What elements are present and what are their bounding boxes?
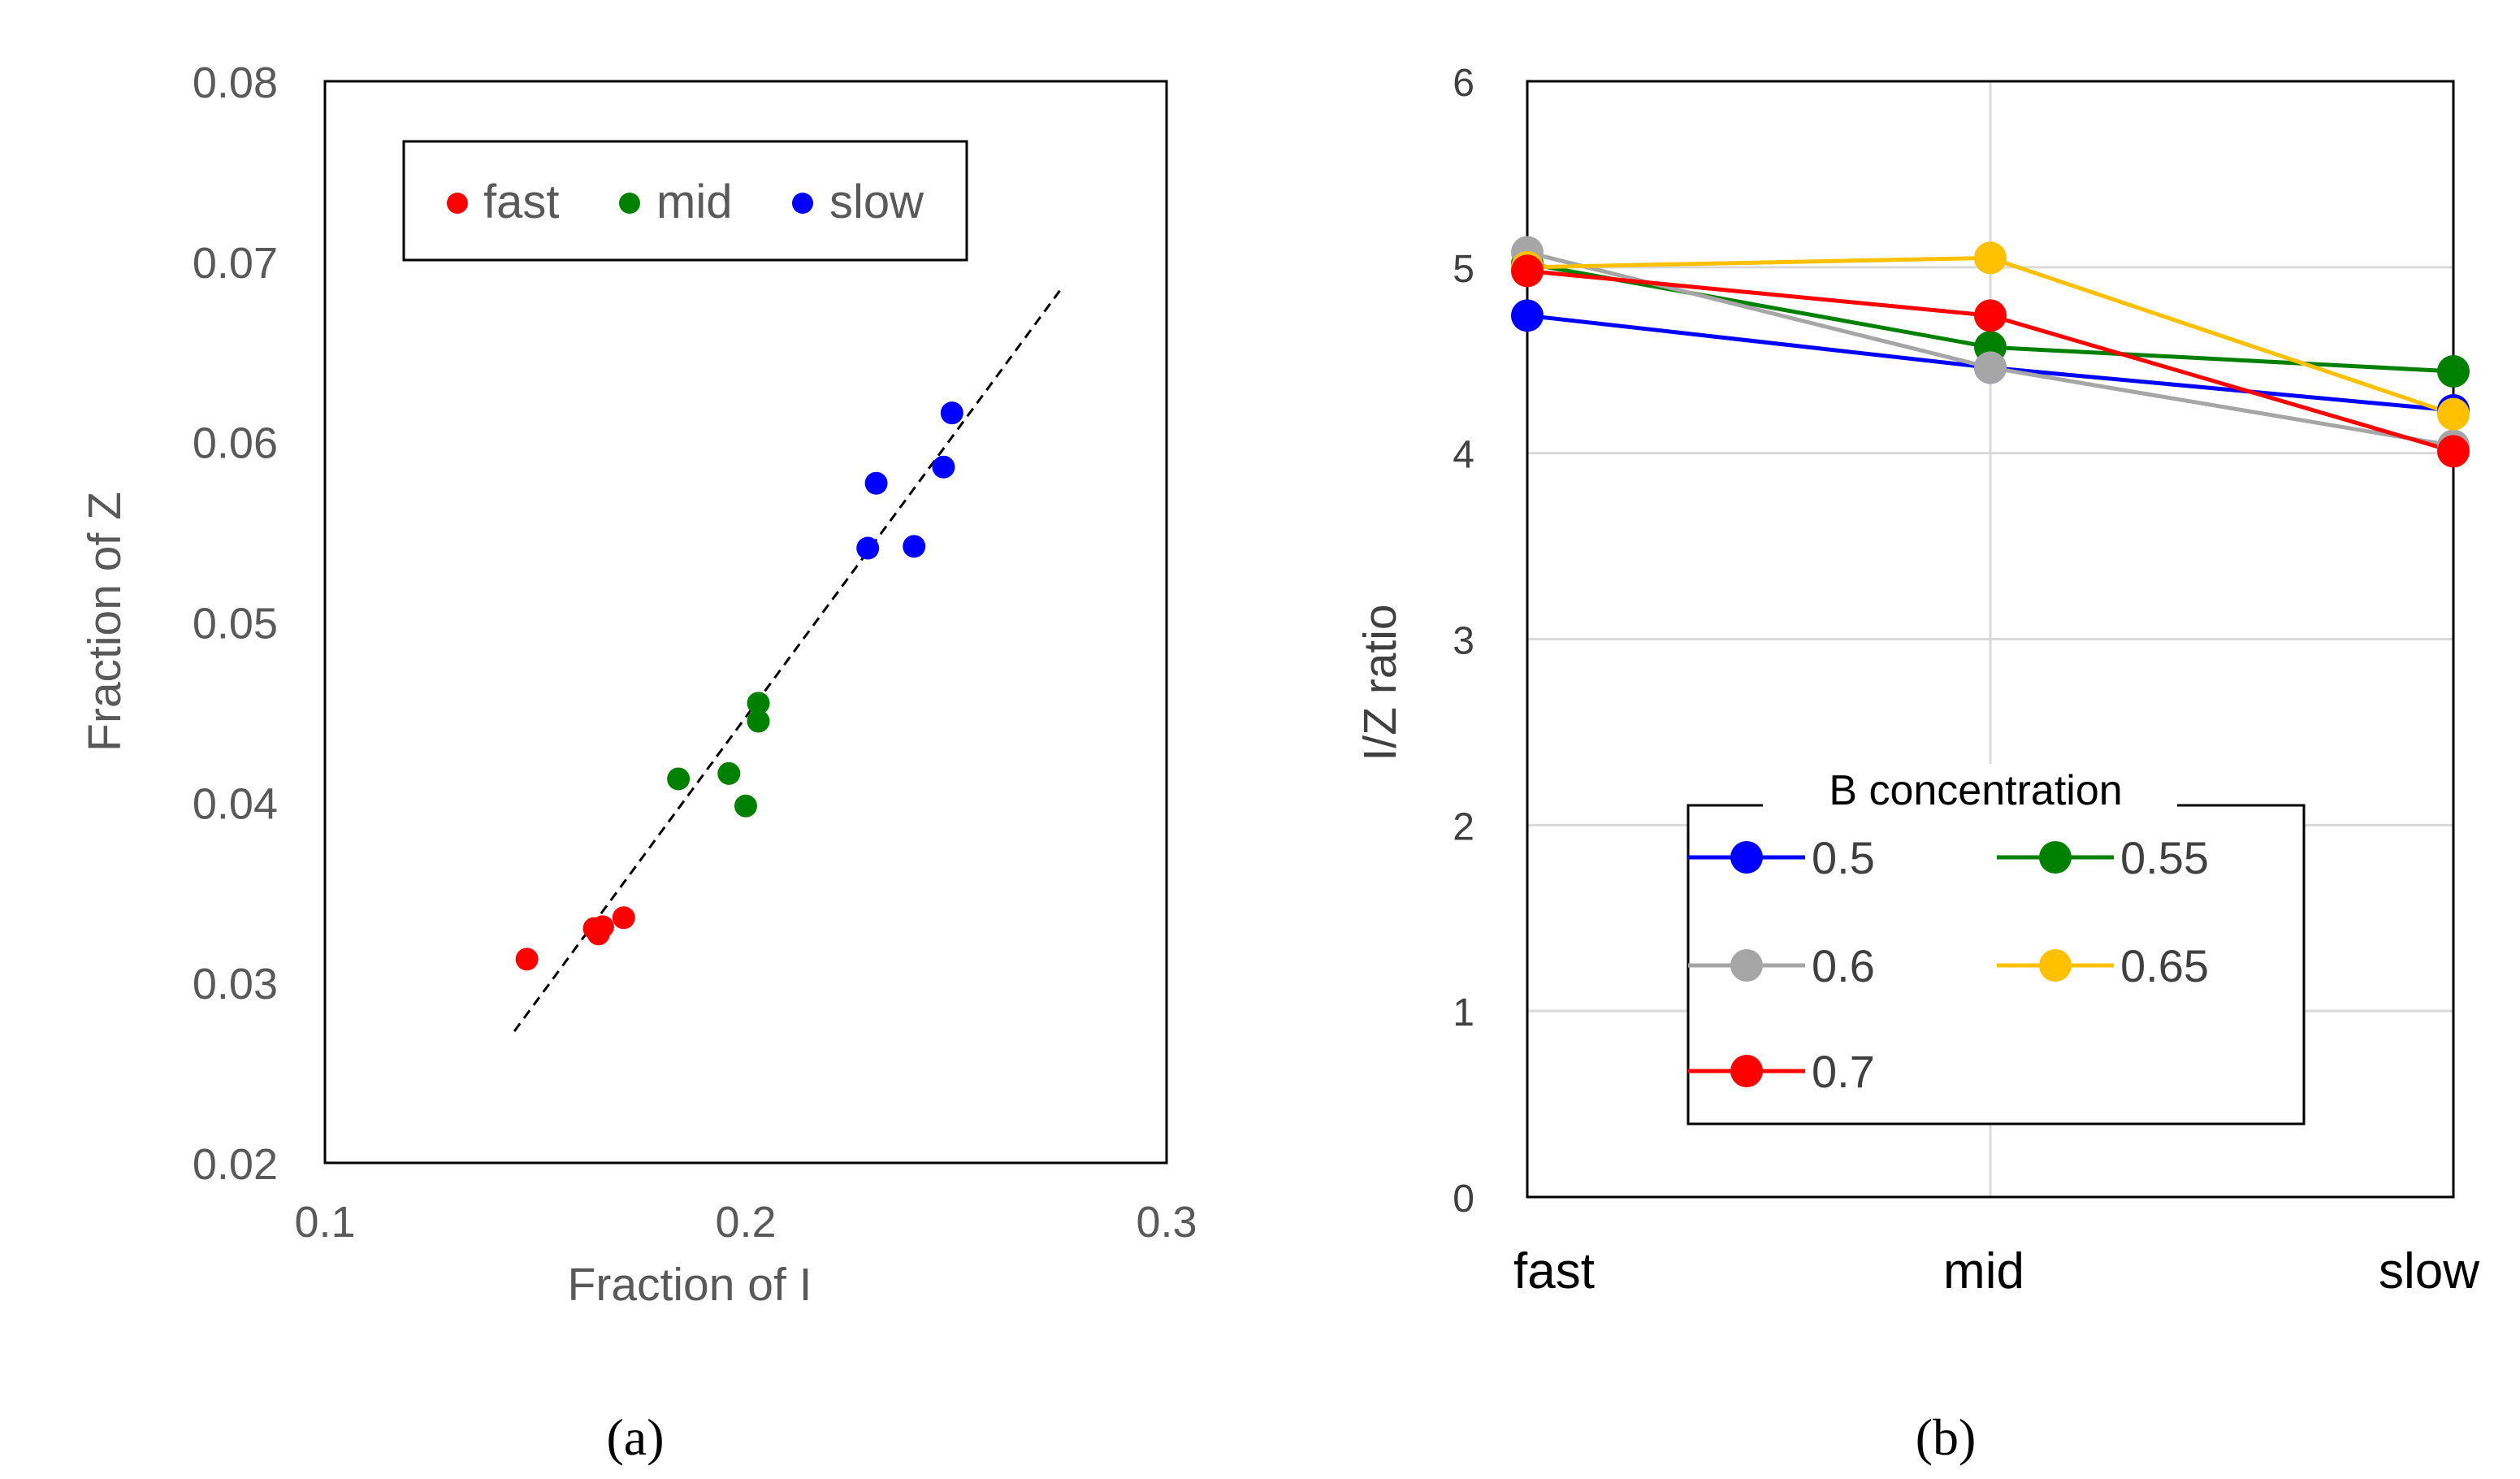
y-tick-label-b: 6 — [1453, 62, 1474, 105]
legend-label-0.5: 0.5 — [1812, 832, 1875, 883]
legend-label-0.55: 0.55 — [2120, 832, 2209, 883]
legend-title: B concentration — [1829, 767, 2122, 814]
plot-area-a — [323, 80, 1168, 1165]
y-tick-label-a: 0.05 — [193, 600, 278, 648]
legend-marker-0.6 — [1730, 949, 1763, 982]
x-tick-label-mid: mid — [1943, 1243, 2024, 1299]
y-tick-label-a: 0.08 — [193, 59, 278, 107]
legend-label-slow: slow — [829, 176, 924, 228]
data-point-0.7 — [2437, 435, 2470, 468]
y-axis-label-b: I/Z ratio — [1354, 604, 1406, 761]
y-axis-label-a: Fraction of Z — [79, 492, 131, 752]
y-tick-label-b: 2 — [1453, 805, 1474, 848]
legend-label-fast: fast — [483, 176, 560, 228]
y-tick-label-b: 4 — [1453, 434, 1474, 477]
panel-caption-a: (a) — [606, 1408, 664, 1466]
data-point-0.65 — [2437, 397, 2470, 431]
plot-area-b — [1526, 80, 2455, 1199]
x-tick-label-a: 0.1 — [294, 1198, 355, 1247]
scatter-point-mid — [747, 709, 770, 733]
scatter-point-slow — [940, 401, 963, 425]
scatter-point-mid — [717, 761, 741, 785]
y-tick-label-b: 1 — [1453, 991, 1474, 1034]
scatter-point-mid — [747, 692, 770, 715]
x-tick-label-a: 0.2 — [715, 1198, 776, 1247]
scatter-point-fast — [612, 906, 635, 930]
legend-a — [402, 140, 968, 262]
data-point-0.7 — [1974, 299, 2007, 332]
legend-marker-mid — [619, 193, 640, 214]
legend-label-mid: mid — [656, 176, 732, 228]
data-point-0.55 — [2437, 354, 2470, 388]
legend-marker-slow — [792, 193, 813, 214]
scatter-chart: 0.02 0.03 0.04 0.05 0.06 0.07 0.08 0.1 0.2 0.3 F… — [79, 59, 1197, 1466]
data-point-0.6 — [1974, 351, 2007, 384]
scatter-point-mid — [734, 794, 757, 818]
x-tick-label-fast: fast — [1513, 1243, 1595, 1299]
legend-marker-0.55 — [2039, 841, 2072, 874]
legend-label-0.7: 0.7 — [1812, 1046, 1875, 1097]
y-tick-label-a: 0.04 — [193, 779, 278, 828]
scatter-point-fast — [591, 915, 614, 939]
legend-label-0.65: 0.65 — [2120, 940, 2209, 991]
y-tick-label-a: 0.06 — [193, 419, 278, 468]
trendline — [513, 288, 1063, 1032]
scatter-point-slow — [932, 455, 955, 479]
y-tick-label-a: 0.03 — [193, 960, 278, 1008]
data-point-0.7 — [1511, 254, 1544, 288]
panel-caption-b: (b) — [1916, 1408, 1977, 1466]
y-tick-label-a: 0.02 — [193, 1140, 278, 1189]
legend-marker-0.65 — [2039, 949, 2072, 982]
x-tick-label-slow: slow — [2379, 1243, 2479, 1299]
line-chart: 0 1 2 3 4 5 6 fast mid slow I/Z ratio B concentr… — [1354, 62, 2479, 1466]
data-point-0.65 — [1974, 241, 2007, 275]
y-tick-label-b: 0 — [1453, 1178, 1474, 1221]
data-point-0.5 — [1511, 299, 1544, 332]
y-tick-label-a: 0.07 — [193, 239, 278, 288]
legend-label-0.6: 0.6 — [1812, 940, 1875, 991]
y-tick-label-b: 5 — [1453, 248, 1474, 291]
scatter-point-mid — [667, 767, 691, 791]
x-tick-label-a: 0.3 — [1136, 1198, 1197, 1247]
y-tick-label-b: 3 — [1453, 620, 1474, 663]
legend-marker-fast — [447, 193, 468, 214]
legend-marker-0.7 — [1730, 1055, 1763, 1087]
scatter-point-fast — [515, 948, 539, 971]
x-axis-label-a: Fraction of I — [568, 1259, 812, 1311]
scatter-point-slow — [864, 471, 888, 495]
scatter-point-slow — [856, 536, 880, 560]
scatter-point-slow — [903, 535, 926, 558]
legend-title-bg — [1763, 764, 2177, 821]
legend-marker-0.5 — [1730, 841, 1763, 874]
